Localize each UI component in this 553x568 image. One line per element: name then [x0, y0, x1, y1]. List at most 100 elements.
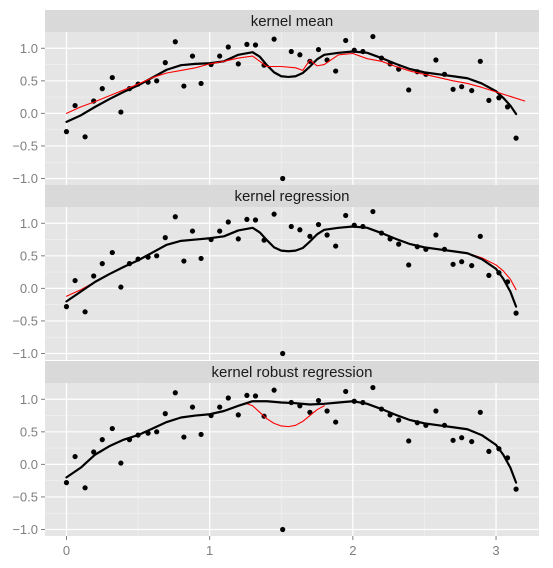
x-tick-label: 0 — [63, 543, 70, 558]
y-tick-label: 1.0 — [20, 41, 38, 56]
y-tick-label: −1.0 — [12, 171, 38, 186]
data-point — [198, 80, 204, 87]
y-tick-label: 1.0 — [20, 392, 38, 407]
data-point — [181, 258, 187, 264]
data-point — [181, 83, 187, 89]
data-point — [162, 60, 168, 66]
data-point — [469, 87, 475, 94]
data-point — [307, 233, 313, 239]
data-point — [225, 219, 231, 225]
data-point — [396, 417, 402, 423]
data-point — [172, 214, 178, 220]
panel-background — [45, 383, 539, 536]
data-point — [118, 460, 124, 466]
data-point — [118, 284, 124, 290]
x-tick-label: 1 — [206, 543, 213, 558]
facet-panel-2: kernel regression 1.0 0.5 0.0 −0.5 −1.0 — [12, 185, 539, 361]
x-tick-label: 3 — [492, 543, 499, 558]
data-point — [109, 425, 115, 432]
data-point — [72, 277, 78, 284]
data-point — [99, 261, 105, 267]
data-point — [513, 135, 519, 141]
y-tick-label: 1.0 — [20, 216, 38, 231]
data-point — [297, 52, 303, 58]
facet-strip-title: kernel regression — [234, 188, 349, 205]
data-point — [225, 395, 231, 401]
data-point — [280, 350, 286, 357]
data-point — [99, 437, 105, 443]
fit-line-black — [65, 50, 518, 123]
data-point — [235, 236, 241, 242]
x-tick-label: 2 — [349, 543, 356, 558]
data-point — [450, 261, 456, 267]
data-point — [477, 233, 483, 239]
data-point — [297, 227, 303, 233]
data-point — [343, 212, 349, 219]
data-point — [477, 58, 483, 64]
data-point — [450, 86, 456, 92]
data-point — [370, 384, 376, 391]
data-point — [189, 228, 196, 234]
y-tick-label: 0.5 — [20, 248, 38, 263]
data-point — [118, 109, 124, 115]
data-point — [280, 526, 286, 533]
data-point — [63, 129, 70, 135]
fit-line-red — [244, 402, 325, 428]
y-tick-label: 0.5 — [20, 424, 38, 439]
data-point — [486, 272, 492, 278]
data-point — [154, 78, 160, 84]
data-point — [244, 392, 250, 398]
facet-strip-title: kernel robust regression — [212, 364, 373, 381]
data-point — [154, 253, 160, 259]
y-tick-label: −0.5 — [12, 489, 38, 504]
data-point — [315, 397, 322, 404]
data-point — [82, 309, 88, 315]
data-point — [324, 408, 330, 414]
data-point — [189, 404, 196, 410]
y-tick-label: 0.5 — [20, 73, 38, 88]
data-point — [324, 232, 330, 238]
data-point — [343, 37, 349, 44]
panel-background — [45, 207, 539, 360]
data-point — [433, 408, 439, 414]
data-point — [450, 437, 456, 443]
y-tick-label: −1.0 — [12, 522, 38, 537]
data-point — [252, 42, 259, 48]
facet-strip — [45, 185, 539, 207]
data-point — [72, 102, 78, 109]
data-point — [217, 404, 223, 410]
data-point — [181, 434, 187, 440]
data-point — [235, 61, 241, 67]
data-point — [406, 438, 412, 444]
data-point — [513, 486, 519, 492]
data-point — [459, 84, 465, 90]
data-point — [315, 46, 322, 53]
y-tick-label: −0.5 — [12, 138, 38, 153]
data-point — [370, 208, 376, 215]
data-point — [477, 409, 483, 415]
y-tick-label: −1.0 — [12, 346, 38, 361]
panel-background — [45, 32, 539, 185]
data-point — [271, 387, 277, 393]
data-point — [433, 57, 439, 63]
facet-panel-1: kernel mean 1.0 0.5 0.0 −0.5 −1.0 — [12, 10, 539, 186]
data-point — [307, 409, 313, 415]
data-point — [315, 221, 322, 228]
data-point — [513, 310, 519, 316]
data-point — [162, 411, 168, 417]
data-point — [469, 438, 475, 445]
facet-strip — [45, 361, 539, 383]
data-point — [486, 97, 492, 103]
data-point — [396, 241, 402, 247]
data-point — [459, 259, 465, 265]
data-point — [198, 431, 204, 438]
data-point — [82, 134, 88, 140]
y-tick-label: 0.0 — [20, 281, 38, 296]
data-point — [333, 68, 339, 74]
fit-line-black — [65, 225, 518, 308]
data-point — [459, 435, 465, 441]
data-point — [244, 41, 250, 47]
fit-line-black — [65, 400, 518, 484]
data-point — [271, 36, 277, 42]
